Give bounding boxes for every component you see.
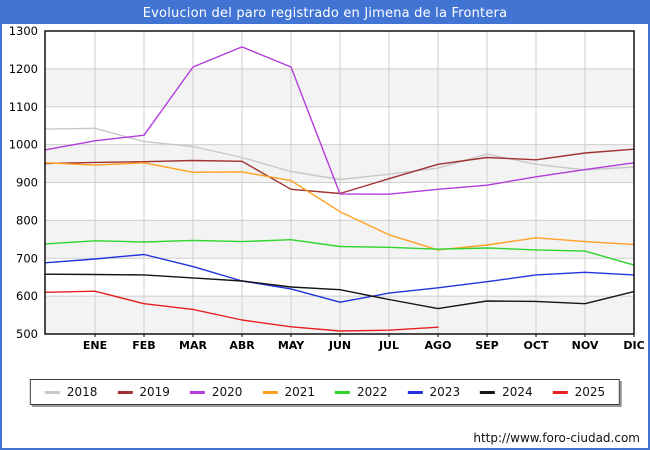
y-tick-label: 1100 bbox=[9, 100, 38, 114]
series-line-2018 bbox=[44, 127, 635, 181]
legend-item-2024: 2024 bbox=[480, 385, 533, 399]
x-axis-label-JUL: JUL bbox=[378, 339, 399, 352]
x-axis-label-AGO: AGO bbox=[425, 339, 452, 352]
series-line-2025 bbox=[44, 290, 439, 332]
y-tick-label: 600 bbox=[16, 289, 38, 303]
x-axis-label-ABR: ABR bbox=[229, 339, 255, 352]
x-axis-label-MAY: MAY bbox=[278, 339, 305, 352]
legend-item-2018: 2018 bbox=[44, 385, 98, 399]
legend-swatch-2025 bbox=[552, 390, 568, 394]
y-tick-label: 1000 bbox=[9, 138, 38, 152]
y-tick-label: 500 bbox=[16, 327, 38, 341]
legend-item-2020: 2020 bbox=[189, 385, 243, 399]
y-tick-label: 1300 bbox=[9, 24, 38, 38]
legend-label-2023: 2023 bbox=[429, 385, 461, 399]
legend-swatch-2020 bbox=[189, 390, 205, 394]
line-chart: 500 600 700 800 900 1000 1100 1200 1300 ENE FEB MAR… bbox=[2, 24, 648, 376]
legend-swatch-2024 bbox=[480, 390, 496, 394]
legend: 2018 2019 2020 2021 2022 2023 2024 2025 bbox=[29, 379, 621, 405]
legend-swatch-2023 bbox=[407, 390, 423, 394]
x-axis-label-ENE: ENE bbox=[83, 339, 107, 352]
x-axis-label-NOV: NOV bbox=[572, 339, 599, 352]
legend-swatch-2021 bbox=[262, 390, 278, 394]
series-line-2023 bbox=[44, 253, 635, 303]
watermark-url[interactable]: http://www.foro-ciudad.com bbox=[473, 430, 640, 445]
legend-item-2023: 2023 bbox=[407, 385, 461, 399]
legend-label-2024: 2024 bbox=[502, 385, 533, 399]
y-tick-label: 700 bbox=[16, 251, 38, 265]
series-line-2022 bbox=[44, 238, 635, 266]
legend-item-2019: 2019 bbox=[117, 385, 170, 399]
legend-swatch-2022 bbox=[335, 390, 350, 394]
y-tick-label: 1200 bbox=[9, 62, 38, 76]
legend-item-2021: 2021 bbox=[262, 385, 315, 399]
series-line-2024 bbox=[44, 273, 635, 310]
x-axis-label-DIC: DIC bbox=[623, 339, 644, 352]
legend-label-2022: 2022 bbox=[357, 385, 388, 399]
legend-item-2022: 2022 bbox=[335, 385, 388, 399]
x-axis-label-FEB: FEB bbox=[132, 339, 155, 352]
footer: http://www.foro-ciudad.com bbox=[2, 427, 648, 448]
chart-title: Evolucion del paro registrado en Jimena … bbox=[142, 5, 508, 21]
title-bar: Evolucion del paro registrado en Jimena … bbox=[2, 2, 648, 24]
legend-label-2020: 2020 bbox=[211, 385, 243, 399]
x-axis-label-JUN: JUN bbox=[328, 339, 351, 352]
x-axis-label-OCT: OCT bbox=[524, 339, 549, 352]
x-axis-label-MAR: MAR bbox=[179, 339, 207, 352]
legend-label-2018: 2018 bbox=[66, 385, 98, 399]
legend-swatch-2018 bbox=[44, 390, 60, 394]
x-axis-label-SEP: SEP bbox=[475, 339, 499, 352]
series-line-2020 bbox=[44, 46, 635, 195]
y-tick-label: 900 bbox=[16, 176, 38, 190]
legend-label-2021: 2021 bbox=[284, 385, 315, 399]
legend-label-2025: 2025 bbox=[574, 385, 606, 399]
series-line-2021 bbox=[44, 162, 635, 251]
legend-label-2019: 2019 bbox=[139, 385, 170, 399]
legend-swatch-2019 bbox=[117, 390, 133, 394]
legend-item-2025: 2025 bbox=[552, 385, 606, 399]
y-tick-label: 800 bbox=[16, 213, 38, 227]
